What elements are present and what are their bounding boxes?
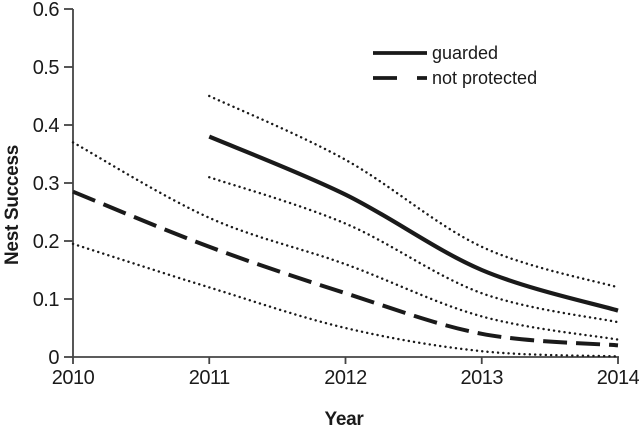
series-not-protected-lower-ci: [71, 242, 620, 358]
series-guarded: [208, 134, 619, 313]
y-tick-label: 0.1: [33, 289, 60, 311]
series-guarded-lower-ci: [208, 176, 620, 324]
y-tick-label: 0.5: [33, 57, 60, 79]
y-axis-title: Nest Success: [2, 145, 23, 265]
series-not-protected-upper-ci: [71, 141, 620, 341]
y-tick-label: 0: [48, 347, 59, 369]
x-axis-title: Year: [324, 409, 364, 430]
y-tick-label: 0.6: [33, 0, 60, 21]
y-tick-label: 0.4: [33, 115, 60, 137]
series-guarded-upper-ci: [208, 94, 620, 289]
legend-label: not protected: [432, 68, 537, 88]
x-tick-label: 2012: [324, 367, 367, 389]
x-tick-label: 2010: [52, 367, 95, 389]
y-tick-label: 0.2: [33, 231, 60, 253]
y-tick-label: 0.3: [33, 173, 60, 195]
x-tick-label: 2014: [597, 367, 639, 389]
legend-label: guarded: [432, 43, 498, 63]
x-tick-label: 2013: [461, 367, 504, 389]
x-tick-label: 2011: [189, 367, 230, 389]
series-not-protected: [72, 189, 619, 348]
